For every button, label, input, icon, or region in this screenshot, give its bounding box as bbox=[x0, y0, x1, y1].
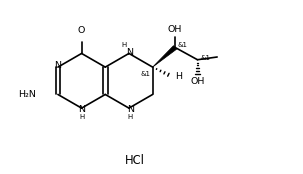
Text: N: N bbox=[126, 48, 133, 57]
Text: H: H bbox=[128, 113, 133, 120]
Text: H₂N: H₂N bbox=[18, 90, 35, 99]
Text: O: O bbox=[78, 26, 85, 35]
Text: &1: &1 bbox=[178, 42, 188, 48]
Text: N: N bbox=[78, 105, 85, 114]
Text: H: H bbox=[79, 113, 84, 120]
Text: N: N bbox=[127, 105, 134, 114]
Text: HCl: HCl bbox=[125, 153, 144, 167]
Text: &1: &1 bbox=[141, 71, 151, 77]
Text: H: H bbox=[121, 42, 126, 48]
Text: &1: &1 bbox=[200, 55, 210, 61]
Text: H: H bbox=[175, 72, 182, 81]
Text: OH: OH bbox=[168, 25, 182, 34]
Text: OH: OH bbox=[190, 77, 205, 86]
Text: N: N bbox=[54, 61, 61, 70]
Polygon shape bbox=[153, 46, 177, 67]
